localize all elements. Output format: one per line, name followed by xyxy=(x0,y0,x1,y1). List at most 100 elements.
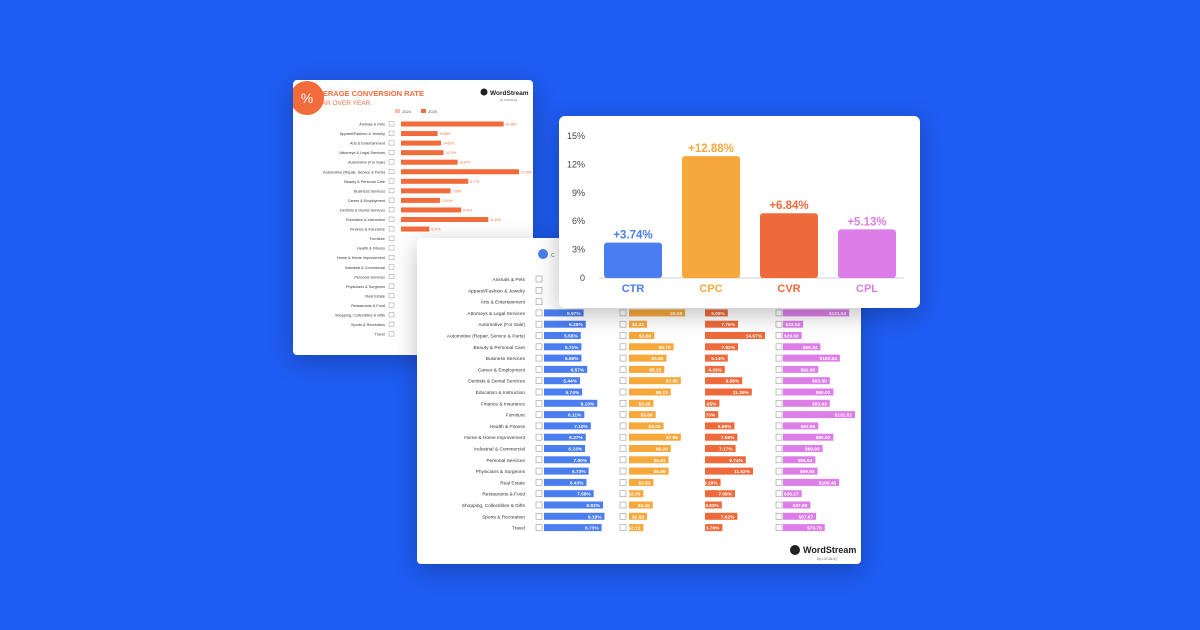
bar-data-label-cpc: $6.70 xyxy=(659,345,671,351)
row-label: Finance & Insurance xyxy=(350,228,385,232)
bar-data-label-cpc: $5.15 xyxy=(649,367,661,373)
industry-icon xyxy=(619,388,627,396)
industry-icon xyxy=(775,501,783,509)
row-label: Industrial & Commercial xyxy=(474,447,525,453)
bar-data-label-cpc: $3.53 xyxy=(638,480,650,486)
bar-ctr xyxy=(544,512,605,520)
industry-icon xyxy=(535,479,543,486)
bar-cvr xyxy=(705,365,725,373)
industry-icon xyxy=(388,178,395,184)
bar-data-label-cpc: $3.45 xyxy=(638,503,650,509)
row-label: Health & Fitness xyxy=(357,247,385,251)
bar-data-label-ctr: 6.37% xyxy=(569,435,583,441)
bar-ctr xyxy=(604,242,662,278)
industry-icon xyxy=(535,377,543,384)
row-label: Shopping, Collectibles & Gifts xyxy=(335,314,385,318)
bar-cpc xyxy=(629,332,655,339)
legend-label-2025: 2025 xyxy=(428,109,438,114)
industry-icon xyxy=(775,512,783,520)
row-label: Furniture xyxy=(370,237,385,241)
row-label: Education & Instruction xyxy=(476,390,526,396)
bar-cpl xyxy=(783,365,819,373)
industry-icon xyxy=(388,149,395,155)
bar-data-label-ctr: 6.57% xyxy=(571,367,585,373)
bar-2025 xyxy=(401,159,458,165)
y-tick-label: 0 xyxy=(580,273,585,283)
bar-data-label-cpc: $5.89 xyxy=(654,469,666,475)
industry-icon xyxy=(535,354,543,362)
industry-icon xyxy=(388,226,395,232)
bar-2025 xyxy=(401,197,440,203)
industry-icon xyxy=(388,293,395,299)
bar-2025 xyxy=(401,150,444,156)
x-tick-label: CPL xyxy=(856,283,878,295)
bar-cpc xyxy=(629,433,681,441)
bar-cpl xyxy=(783,524,825,532)
bar-cvr xyxy=(705,512,738,520)
industry-icon xyxy=(535,275,543,283)
bar-data-label-cpl: $102.54 xyxy=(820,356,838,362)
bar-ctr xyxy=(544,388,583,396)
bar-ctr xyxy=(544,309,584,317)
y-tick-label: 6% xyxy=(572,216,585,226)
bar-data-label: +3.74% xyxy=(613,230,652,242)
bar-data-label-cpl: $55.53 xyxy=(798,458,813,464)
bar-data-label-cvr: 2.73% xyxy=(702,413,716,419)
industry-icon xyxy=(775,456,783,464)
row-label: Travel xyxy=(512,526,525,532)
bar-data-label-cpc: $5.81 xyxy=(654,458,666,464)
industry-icon xyxy=(619,433,627,441)
card-subtitle: YEAR OVER YEAR xyxy=(313,100,371,107)
bar-cpc xyxy=(629,411,656,419)
bar-ctr xyxy=(544,467,589,475)
bar-data-label: 7.69% xyxy=(453,189,462,193)
bar-cvr xyxy=(705,388,752,396)
yoy-change-card: 0 3% 6% 9% 12% 15% +3.74% CTR +12.88% CPC +6.84% C… xyxy=(559,116,920,308)
bar-data-label-ctr: 5.74% xyxy=(566,390,580,396)
row-label: Animals & Pets xyxy=(359,123,385,127)
bar-cpc xyxy=(629,467,669,475)
bar-ctr xyxy=(544,456,591,464)
bar-data-label-cpc: $2.41 xyxy=(632,322,644,328)
industry-icon xyxy=(535,366,543,373)
bar-cvr xyxy=(705,422,735,430)
bar-cpl xyxy=(783,512,817,520)
bar-data-label-cvr: 5.09% xyxy=(711,311,725,317)
industry-icon xyxy=(388,159,395,165)
bar-ctr xyxy=(544,365,588,373)
industry-icon xyxy=(619,524,627,531)
industry-icon xyxy=(775,309,783,317)
industry-icon xyxy=(619,343,627,351)
row-label: Sports & Recreation xyxy=(351,323,385,327)
legend-swatch-2025 xyxy=(421,109,426,113)
row-label: Career & Employment xyxy=(478,367,526,373)
industry-icon xyxy=(535,512,543,520)
industry-icon xyxy=(619,354,627,362)
industry-icon xyxy=(775,467,783,475)
industry-icon xyxy=(775,490,783,497)
industry-icon xyxy=(535,422,543,430)
industry-icon xyxy=(535,411,543,418)
bar-cpc xyxy=(629,320,647,328)
bar-data-label-cpl: $73.70 xyxy=(807,526,822,532)
bar-data-label-cpl: $90.02 xyxy=(816,390,831,396)
bar-cvr xyxy=(705,354,728,362)
bar-data-label-cvr: 7.09% xyxy=(718,492,732,498)
bar-data-label-ctr: 5.71% xyxy=(565,345,579,351)
bar-data-label-cvr: 11.39% xyxy=(733,390,750,396)
bar-cpc xyxy=(629,478,654,486)
bar-data-label-cpc: $3.60 xyxy=(639,334,651,340)
bar-data-label-cpc: $2.59 xyxy=(632,514,644,520)
bar-ctr xyxy=(544,433,586,441)
industry-icon xyxy=(619,422,627,430)
bar-data-label: 27.58% xyxy=(521,170,532,174)
y-tick-label: 15% xyxy=(567,131,585,141)
industry-icon xyxy=(775,400,783,407)
bar-data-label-cvr: 9.74% xyxy=(729,458,743,464)
industry-icon xyxy=(775,411,783,418)
bar-data-label-cpc: $6.20 xyxy=(656,447,668,453)
percent-icon: % xyxy=(301,90,313,106)
bar-data-label-cpl: $62.80 xyxy=(801,367,816,373)
bar-data-label-cpl: $32.52 xyxy=(785,322,800,328)
bar-data-label-cpl: $131.51 xyxy=(835,413,853,419)
